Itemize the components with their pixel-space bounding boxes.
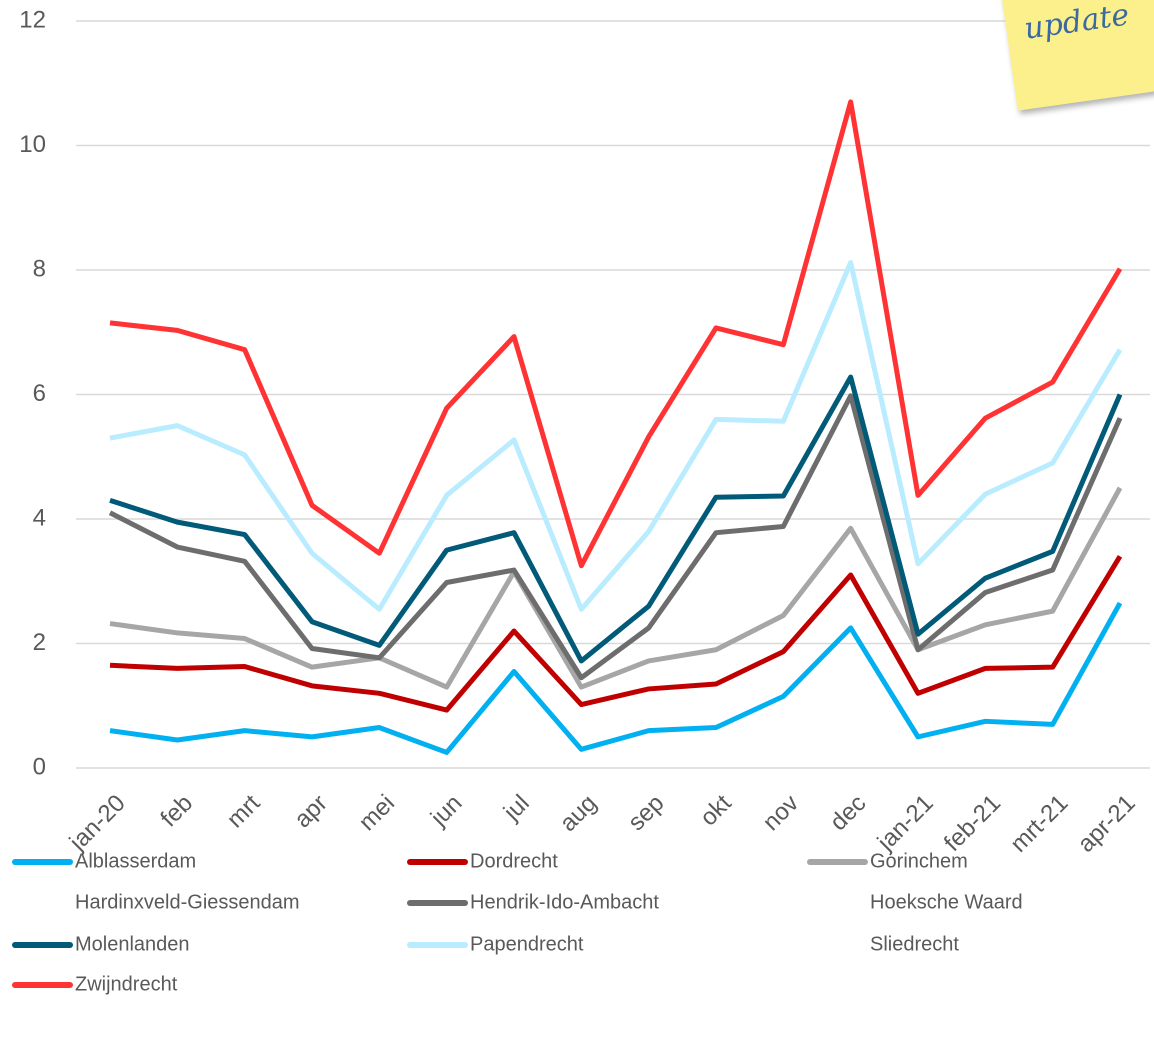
- legend-label: Papendrecht: [470, 933, 584, 955]
- y-tick-label: 10: [19, 131, 46, 158]
- legend-label: Alblasserdam: [75, 850, 196, 872]
- y-tick-label: 12: [19, 6, 46, 33]
- x-tick-label: jun: [425, 790, 467, 832]
- x-tick-label: apr: [289, 790, 333, 834]
- legend-label: Molenlanden: [75, 933, 190, 955]
- legend-label: Sliedrecht: [870, 933, 959, 955]
- series-line: [110, 102, 1120, 566]
- x-tick-label: jul: [498, 790, 535, 827]
- x-tick-label: jan-21: [872, 790, 939, 857]
- legend-label: Dordrecht: [470, 850, 558, 872]
- legend-label: Zwijndrecht: [75, 973, 178, 995]
- sticky-note: update: [1000, 0, 1154, 111]
- x-tick-label: apr-21: [1073, 790, 1141, 858]
- x-tick-label: nov: [758, 790, 804, 836]
- x-tick-label: dec: [825, 790, 871, 836]
- x-tick-label: jan-20: [64, 790, 131, 857]
- series-line: [110, 603, 1120, 752]
- y-tick-label: 2: [33, 629, 46, 656]
- x-tick-label: feb: [155, 790, 198, 833]
- x-tick-label: okt: [695, 789, 737, 831]
- legend-label: Gorinchem: [870, 850, 968, 872]
- legend-label: Hardinxveld-Giessendam: [75, 891, 300, 913]
- x-tick-label: mei: [354, 790, 400, 836]
- x-tick-label: sep: [623, 790, 669, 836]
- x-tick-label: mrt-21: [1005, 790, 1073, 858]
- y-tick-label: 4: [33, 504, 46, 531]
- y-tick-label: 0: [33, 753, 46, 780]
- x-tick-label: mrt: [222, 789, 266, 833]
- legend-label: Hoeksche Waard: [870, 891, 1023, 913]
- y-tick-label: 8: [33, 255, 46, 282]
- series-line: [110, 488, 1120, 687]
- y-tick-label: 6: [33, 380, 46, 407]
- legend-label: Hendrik-Ido-Ambacht: [470, 891, 659, 913]
- chart: 0 2 4 6 8 10 12 jan-20 febmrtaprmeijunjulaugsepo…: [0, 0, 1154, 1046]
- x-tick-label: feb-21: [939, 790, 1006, 857]
- x-tick-label: aug: [555, 790, 602, 837]
